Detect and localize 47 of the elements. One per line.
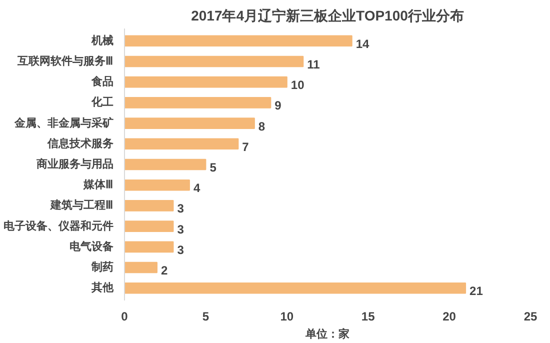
- y-tick-label: 电子设备、仪器和元件: [4, 219, 114, 232]
- y-tick-label: 建筑与工程Ⅲ: [50, 198, 114, 212]
- x-tick-label: 25: [524, 310, 538, 324]
- y-tick-label: 信息技术服务: [46, 136, 114, 150]
- y-tick-label: 其他: [90, 281, 114, 294]
- data-label: 8: [258, 119, 266, 134]
- bar: [124, 158, 206, 170]
- data-label: 10: [290, 78, 305, 92]
- y-tick-label: 机械: [90, 34, 114, 47]
- bar: [124, 118, 255, 129]
- bar: [124, 282, 466, 294]
- chart-title: 2017年4月辽宁新三板企业TOP100行业分布: [191, 8, 464, 24]
- x-tick-label: 0: [121, 310, 128, 324]
- y-tick-label: 金属、非金属与采矿: [14, 116, 114, 130]
- data-label: 3: [177, 202, 184, 216]
- y-tick-label: 商业服务与用品: [36, 158, 114, 170]
- data-label: 11: [307, 57, 320, 72]
- bar: [124, 138, 239, 150]
- data-label: 7: [242, 140, 250, 154]
- data-label: 9: [274, 98, 282, 113]
- bar: [124, 241, 174, 253]
- y-tick-label: 化工: [90, 96, 114, 109]
- data-label: 3: [177, 242, 184, 257]
- bar: [124, 262, 158, 274]
- data-label: 21: [470, 284, 484, 298]
- bar: [124, 35, 352, 47]
- bar: [124, 179, 190, 191]
- y-tick-label: 电气设备: [70, 240, 114, 253]
- y-tick-label: 媒体Ⅲ: [82, 178, 114, 192]
- y-tick-label: 互联网软件与服务Ⅲ: [16, 54, 114, 68]
- bar: [124, 97, 272, 108]
- data-label: 2: [160, 264, 168, 278]
- x-axis-title: 单位：家: [304, 328, 350, 340]
- y-tick-label: 制药: [90, 260, 114, 274]
- bar: [124, 220, 174, 232]
- bar: [124, 56, 304, 68]
- data-label: 3: [177, 222, 184, 236]
- x-tick-label: 5: [202, 310, 210, 324]
- x-tick-label: 10: [280, 310, 294, 324]
- bar: [124, 200, 174, 212]
- data-label: 4: [193, 181, 200, 196]
- y-tick-label: 食品: [90, 75, 114, 88]
- bar: [124, 76, 288, 88]
- x-tick-label: 15: [361, 310, 376, 324]
- data-label: 14: [356, 36, 370, 51]
- x-tick-label: 20: [442, 310, 456, 324]
- data-label: 5: [210, 160, 217, 174]
